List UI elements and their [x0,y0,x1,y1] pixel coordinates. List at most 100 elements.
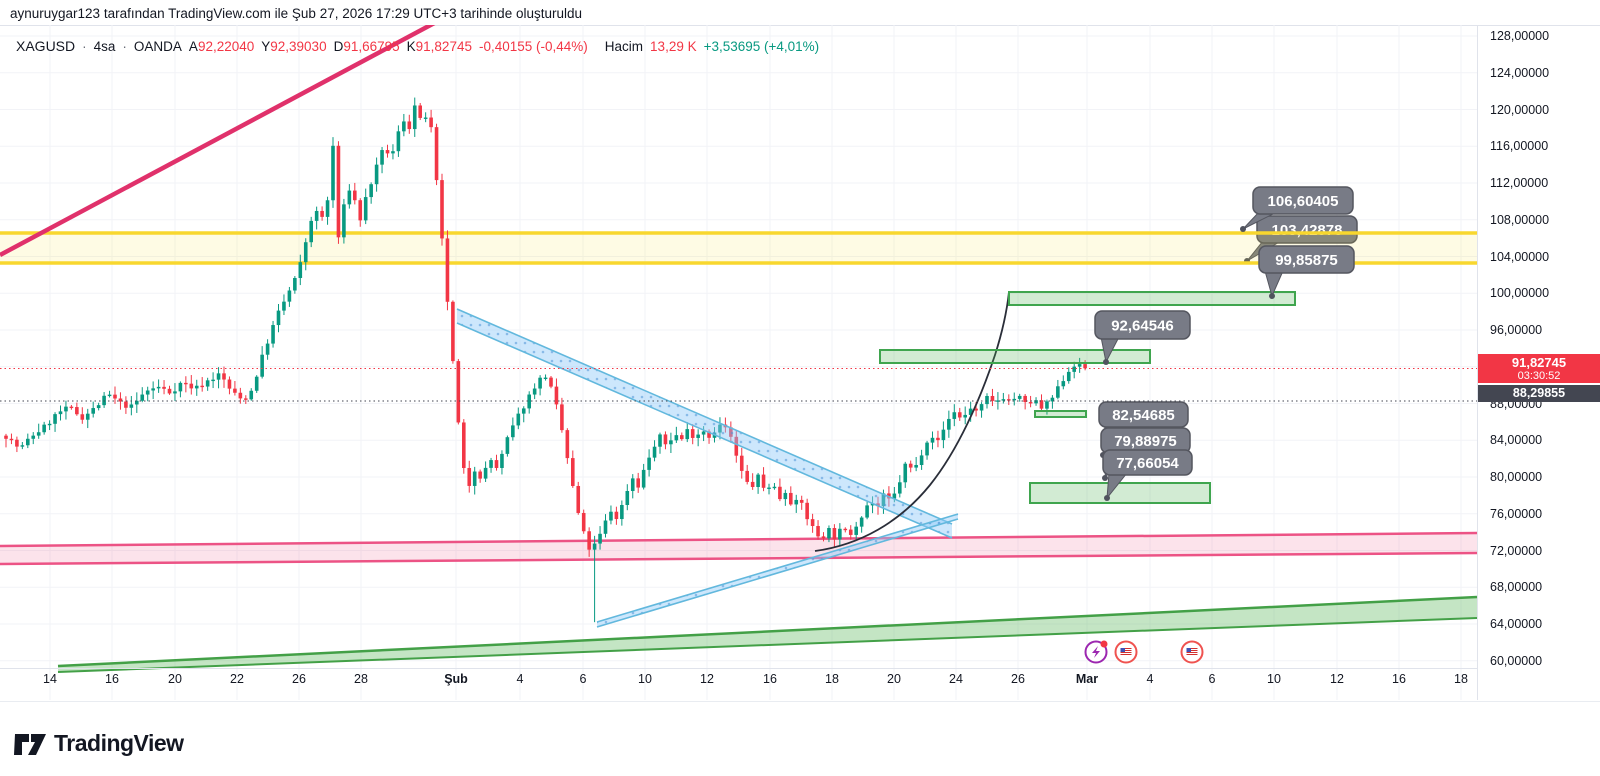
candle-body [701,431,706,435]
ascending-trendline-top[interactable] [596,513,959,623]
candle-body [260,354,264,377]
supply-demand-zone[interactable] [1034,410,1087,418]
candle-body [107,394,112,397]
time-axis-label: 26 [1011,672,1025,686]
green-band-top-line[interactable] [57,595,1477,668]
candle-body [85,413,90,420]
green-trend-band[interactable] [58,597,1477,672]
candle-body [451,301,455,362]
pink-band-bottom-line[interactable] [0,551,1477,566]
pink-support-band[interactable] [0,533,1477,564]
supply-demand-zone[interactable] [1008,291,1296,306]
green-band-bottom-line[interactable] [57,617,1477,673]
interval-label[interactable]: 4sa [93,39,116,54]
price-axis-label: 76,00000 [1490,506,1543,521]
green-trend-band-fill[interactable] [58,597,1477,672]
candle-body [434,127,439,181]
callout-anchor-dot[interactable] [1102,475,1108,481]
candle-body [767,487,771,489]
candle-body [402,121,406,132]
candle-body [238,392,243,399]
candle-body [957,412,962,418]
pink-band-top-line[interactable] [0,531,1477,548]
callout-anchor-dot[interactable] [1104,495,1110,501]
us-economic-event-icon[interactable] [1180,640,1204,664]
icon-part [1100,640,1108,648]
callout-anchor-dot[interactable] [1240,226,1246,232]
candle-body [554,386,559,405]
candle-body [1066,371,1071,382]
candle-body [543,377,548,379]
candle-body [1045,401,1049,409]
price-axis-label: 60,00000 [1490,653,1543,668]
candle-body [696,434,700,438]
tradingview-logo[interactable]: TradingView [14,730,184,757]
candle-body [1072,366,1076,372]
candle-body [494,460,499,468]
candle-body [930,437,935,443]
candle-body [707,431,711,438]
candle-body [325,200,330,217]
candle-body [113,394,117,399]
icon-part [1120,648,1132,649]
descending-channel-dots [457,309,952,538]
callout-anchor-dot[interactable] [1103,359,1109,365]
yellow-resistance-band[interactable] [0,233,1477,263]
candle-body [625,490,630,505]
callout-anchor-dot[interactable] [1269,293,1275,299]
callout-box [1256,215,1358,244]
candle-body [778,486,782,500]
price-callout[interactable]: 77,66054 [1102,449,1193,501]
supply-demand-zone[interactable] [1029,482,1211,504]
exchange-label[interactable]: OANDA [133,39,182,54]
candle-body [467,468,472,486]
candle-body [609,511,613,521]
candle-body [505,437,510,454]
price-axis-label: 72,00000 [1490,543,1543,558]
price-callout[interactable]: 92,64546 [1094,310,1191,365]
chart-plot-area[interactable]: 103,42878106,6040599,8587592,6454682,546… [0,25,1477,700]
time-axis-label: 10 [638,672,652,686]
open-value: A92,22040 [188,39,255,54]
candle-body [592,543,597,550]
candle-body [173,391,177,394]
candle-body [1034,400,1038,404]
symbol-name[interactable]: XAGUSD [16,38,76,54]
descending-channel-top[interactable] [456,308,953,525]
icon-part [1186,648,1191,652]
time-axis-label: 4 [1146,672,1154,686]
candle-body [124,401,128,408]
candle-body [391,151,395,154]
us-economic-event-icon[interactable] [1114,640,1138,664]
candle-body [669,440,673,445]
time-axis-label: 22 [230,672,244,686]
candle-body [658,434,662,447]
time-axis-label: 20 [887,672,901,686]
projection-curve[interactable] [814,291,1010,552]
crimson-trendline[interactable] [0,25,440,257]
candle-body [363,197,368,221]
candle-body [663,434,668,445]
ascending-trendline-bottom[interactable] [596,518,959,628]
candle-body [15,439,19,447]
price-callout[interactable]: 106,60405 [1240,186,1354,232]
candle-body [374,164,379,185]
footer: TradingView [0,702,1600,776]
price-callout[interactable]: 99,85875 [1258,245,1355,299]
descending-channel-bottom[interactable] [456,322,953,539]
candle-body [527,394,531,409]
secondary-price-badge: 88,29855 [1478,385,1600,402]
tradingview-logo-icon [14,734,46,755]
candle-body [347,190,352,205]
supply-demand-zone[interactable] [879,349,1151,364]
candle-body [4,435,8,439]
economic-event-icon[interactable] [1084,640,1108,664]
candle-body [947,418,951,430]
candlestick-series[interactable] [4,97,1087,623]
icon-part [1120,654,1132,655]
icon-part [1092,646,1100,658]
candle-body [734,436,739,456]
candle-body [129,404,134,408]
candle-body [620,504,624,520]
candle-body [772,486,777,489]
